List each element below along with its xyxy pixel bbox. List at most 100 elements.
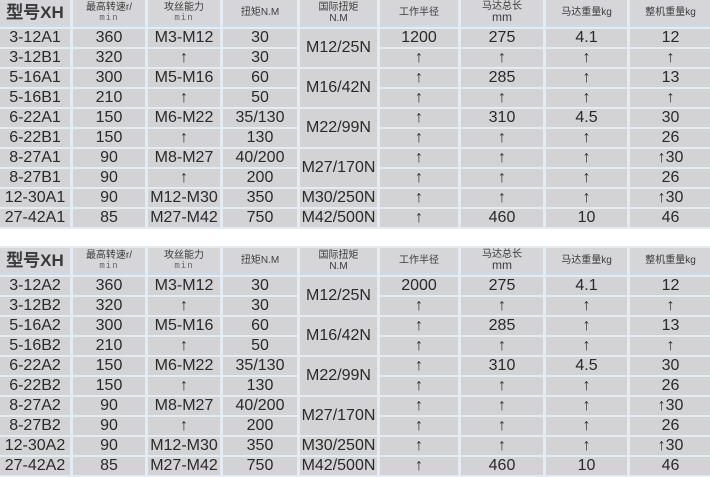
cell-radius: ↑ <box>380 337 458 355</box>
table-row: 6-22B1 150 ↑ 130 ↑ ↑ ↑ 26 <box>0 129 710 147</box>
cell-machine-weight: ↑ <box>630 337 710 355</box>
cell-torque: 50 <box>223 337 297 355</box>
cell-max-speed: 90 <box>73 189 145 207</box>
table-row: 6-22B2 150 ↑ 130 ↑ ↑ ↑ 26 <box>0 377 710 395</box>
cell-torque: 200 <box>223 417 297 435</box>
cell-max-speed: 320 <box>73 49 145 67</box>
cell-torque: 40/200 <box>223 397 297 415</box>
cell-radius: ↑ <box>380 437 458 455</box>
cell-machine-weight: 13 <box>630 69 710 87</box>
table-row: 3-12B1 320 ↑ 30 ↑ ↑ ↑ ↑ <box>0 49 710 67</box>
header-intl-torque: 国际扭矩 N.M <box>300 248 377 275</box>
header-max-speed-label: 最高转速r/ <box>85 249 133 261</box>
cell-motor-length: ↑ <box>461 189 543 207</box>
cell-torque: 130 <box>223 377 297 395</box>
cell-radius: ↑ <box>380 317 458 335</box>
table-row: 8-27A2 90 M8-M27 40/200 M27/170N ↑ ↑ ↑ ↑30 <box>0 397 710 435</box>
cell-motor-weight: ↑ <box>546 437 627 455</box>
cell-torque: 30 <box>223 49 297 67</box>
cell-machine-weight: 46 <box>630 209 710 227</box>
cell-radius: ↑ <box>380 397 458 415</box>
cell-tapping: M8-M27 <box>148 149 220 167</box>
header-radius: 工作半径 <box>380 0 458 27</box>
cell-motor-weight: ↑ <box>546 377 627 395</box>
cell-tapping: ↑ <box>148 49 220 67</box>
header-intl-torque-unit: N.M <box>329 260 348 272</box>
cell-machine-weight: 13 <box>630 317 710 335</box>
cell-torque: 750 <box>223 209 297 227</box>
cell-machine-weight: ↑ <box>630 89 710 107</box>
cell-machine-weight: 12 <box>630 277 710 295</box>
header-tapping-unit: min <box>174 12 194 23</box>
cell-model: 6-22A1 <box>0 109 70 127</box>
cell-intl-torque: M27/170N <box>300 149 377 187</box>
cell-machine-weight: ↑30 <box>630 149 710 167</box>
header-tapping-label: 攻丝能力 <box>164 1 204 13</box>
cell-motor-weight: 4.5 <box>546 109 627 127</box>
cell-torque: 350 <box>223 189 297 207</box>
cell-torque: 200 <box>223 169 297 187</box>
cell-radius: 1200 <box>380 29 458 47</box>
cell-intl-torque: M16/42N <box>300 317 377 355</box>
cell-motor-weight: ↑ <box>546 189 627 207</box>
cell-motor-weight: ↑ <box>546 169 627 187</box>
cell-motor-weight: 4.1 <box>546 277 627 295</box>
cell-max-speed: 90 <box>73 169 145 187</box>
cell-model: 8-27A1 <box>0 149 70 167</box>
header-max-speed: 最高转速r/min <box>73 0 145 27</box>
spec-table-1: 型号XH 最高转速r/min 攻丝能力 min 扭矩N.M 国际扭矩 N.M 工作半… <box>0 0 710 229</box>
table-row: 12-30A2 90 M12-M30 350 M30/250N ↑ ↑ ↑ ↑30 <box>0 437 710 455</box>
header-machine-weight: 整机重量kg <box>630 0 710 27</box>
cell-radius: 2000 <box>380 277 458 295</box>
cell-tapping: ↑ <box>148 417 220 435</box>
cell-model: 3-12B2 <box>0 297 70 315</box>
header-model: 型号XH <box>0 0 70 27</box>
cell-motor-length: 275 <box>461 29 543 47</box>
cell-motor-length: 310 <box>461 109 543 127</box>
header-intl-torque-unit: N.M <box>329 12 348 24</box>
cell-tapping: M27-M42 <box>148 457 220 475</box>
header-max-speed: 最高转速r/min <box>73 248 145 275</box>
cell-tapping: ↑ <box>148 297 220 315</box>
table-row: 3-12A1 360 M3-M12 30 M12/25N 1200 275 4.1 12 <box>0 29 710 67</box>
cell-model: 12-30A1 <box>0 189 70 207</box>
cell-model: 5-16A1 <box>0 69 70 87</box>
header-model: 型号XH <box>0 248 70 275</box>
cell-motor-length: ↑ <box>461 49 543 67</box>
cell-radius: ↑ <box>380 189 458 207</box>
cell-machine-weight: ↑30 <box>630 397 710 415</box>
cell-intl-torque: M22/99N <box>300 357 377 395</box>
cell-intl-torque: M22/99N <box>300 109 377 147</box>
cell-motor-weight: ↑ <box>546 417 627 435</box>
cell-model: 8-27B1 <box>0 169 70 187</box>
cell-intl-torque: M42/500N <box>300 209 377 227</box>
cell-radius: ↑ <box>380 49 458 67</box>
cell-motor-weight: ↑ <box>546 129 627 147</box>
cell-torque: 30 <box>223 277 297 295</box>
cell-tapping: M27-M42 <box>148 209 220 227</box>
cell-max-speed: 300 <box>73 69 145 87</box>
table-row: 27-42A1 85 M27-M42 750 M42/500N ↑ 460 10 46 <box>0 209 710 227</box>
cell-radius: ↑ <box>380 169 458 187</box>
cell-motor-length: ↑ <box>461 149 543 167</box>
cell-radius: ↑ <box>380 457 458 475</box>
header-tapping-label: 攻丝能力 <box>164 249 204 261</box>
cell-tapping: ↑ <box>148 337 220 355</box>
cell-machine-weight: 26 <box>630 377 710 395</box>
cell-radius: ↑ <box>380 209 458 227</box>
table-row: 27-42A2 85 M27-M42 750 M42/500N ↑ 460 10 46 <box>0 457 710 475</box>
cell-motor-length: 275 <box>461 277 543 295</box>
cell-machine-weight: 30 <box>630 109 710 127</box>
cell-motor-weight: ↑ <box>546 397 627 415</box>
cell-torque: 35/130 <box>223 357 297 375</box>
cell-machine-weight: 26 <box>630 417 710 435</box>
header-intl-torque: 国际扭矩 N.M <box>300 0 377 27</box>
cell-motor-weight: ↑ <box>546 317 627 335</box>
cell-model: 6-22B1 <box>0 129 70 147</box>
cell-max-speed: 360 <box>73 277 145 295</box>
cell-motor-length: ↑ <box>461 129 543 147</box>
cell-model: 5-16B1 <box>0 89 70 107</box>
cell-intl-torque: M12/25N <box>300 277 377 315</box>
cell-max-speed: 90 <box>73 397 145 415</box>
cell-machine-weight: 12 <box>630 29 710 47</box>
